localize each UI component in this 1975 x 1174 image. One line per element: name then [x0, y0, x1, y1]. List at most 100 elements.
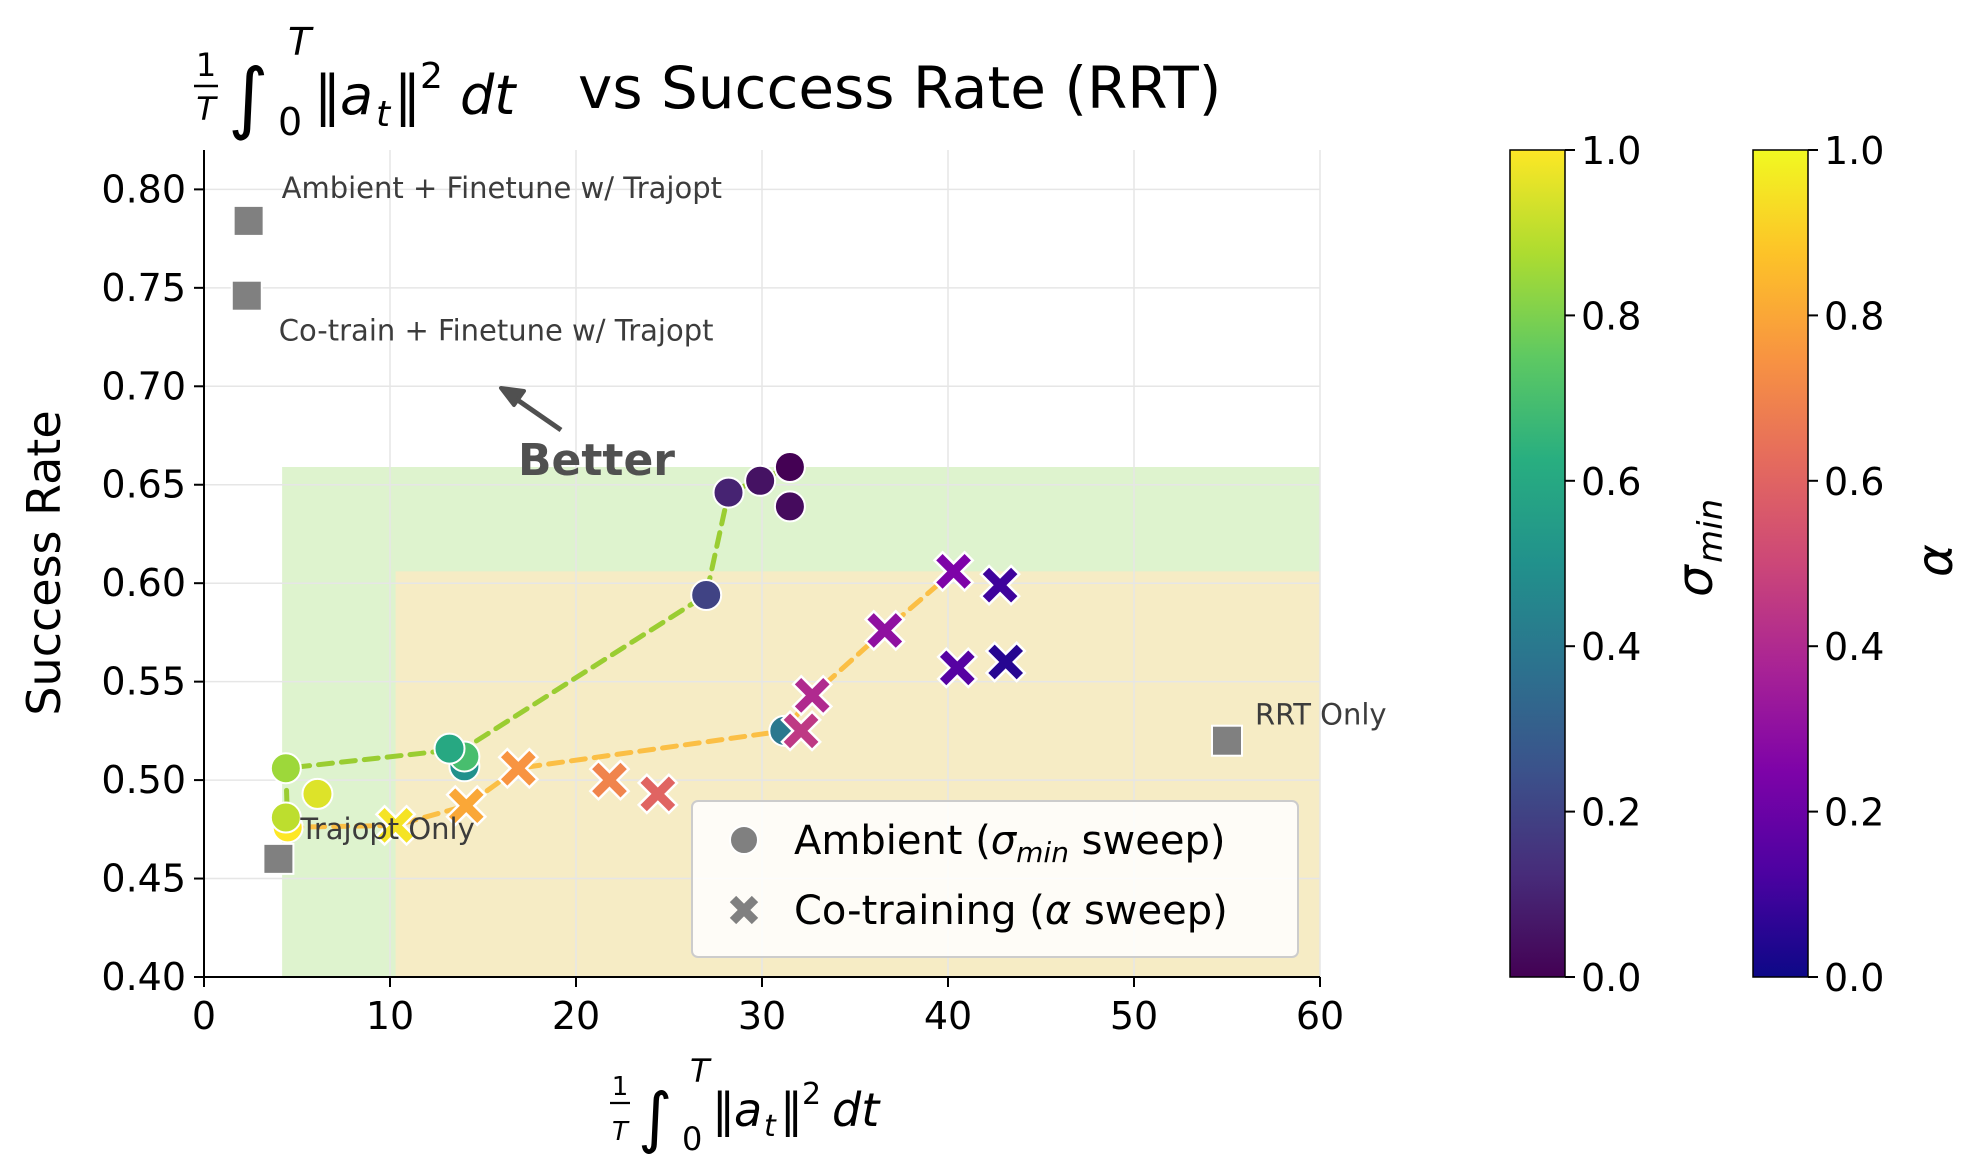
cotraining-point	[445, 784, 488, 827]
baseline-label: Co-train + Finetune w/ Trajopt	[279, 314, 714, 348]
x-tick-label: 20	[552, 994, 600, 1038]
colorbar-sigma-label: σ min	[1666, 499, 1731, 597]
y-tick-label: 0.50	[101, 758, 186, 802]
legend-cotraining-marker	[729, 895, 759, 925]
legend-cotraining-label: Co-training (α sweep)	[794, 888, 1228, 934]
better-arrow-head	[499, 386, 526, 407]
legend: Ambient (σmin sweep) Co-training (α swee…	[691, 800, 1299, 958]
ambient-point	[773, 490, 806, 523]
title-int-lower: 0	[278, 100, 302, 144]
baseline-label: Ambient + Finetune w/ Trajopt	[282, 171, 722, 205]
baseline-point	[1211, 724, 1243, 757]
gridlines	[203, 150, 1321, 978]
title-frac-num: 1	[196, 46, 216, 84]
title-norm-close: ‖	[394, 64, 421, 127]
cotraining-point-cross	[936, 554, 971, 589]
title-sub: t	[376, 94, 392, 135]
colorbar-sigma: 0.0 0.2 0.4 0.6 0.8 1.0 σ min	[1509, 129, 1731, 1000]
xlabel-int-upper: T	[690, 1052, 712, 1090]
title-text: vs Success Rate (RRT)	[578, 54, 1221, 122]
legend-ambient-marker	[729, 825, 759, 855]
ambient-point	[433, 732, 466, 765]
y-tick-label: 0.45	[101, 857, 186, 901]
cotraining-point	[374, 804, 417, 847]
cotraining-point-cross	[982, 567, 1018, 603]
colorbar-tick-label: 0.2	[1824, 791, 1884, 835]
y-tick-label: 0.40	[101, 955, 186, 999]
cotraining-point-cross	[448, 788, 484, 824]
title-body: a	[340, 64, 373, 127]
cotraining-point-cross	[500, 750, 536, 786]
ambient-point	[269, 752, 302, 785]
colorbar-alpha: 0.0 0.2 0.4 0.6 0.8 1.0 α	[1752, 129, 1964, 1000]
x-tick-label: 10	[366, 994, 414, 1038]
colorbar-tick-label: 0.6	[1824, 460, 1884, 504]
cotraining-point-cross	[939, 650, 975, 686]
x-tick-label: 60	[1296, 994, 1344, 1038]
title-int-upper: T	[288, 20, 314, 64]
colorbar-alpha-label: α	[1906, 544, 1964, 577]
y-tick-label: 0.65	[101, 463, 186, 507]
cotraining-point	[979, 564, 1021, 607]
y-tick-label: 0.70	[101, 364, 186, 408]
cotraining-point-cross	[794, 678, 830, 713]
xlabel-d: dt	[832, 1083, 881, 1137]
y-tick-label: 0.60	[101, 561, 186, 605]
title-frac-den: T	[196, 90, 218, 128]
x-axis-label: 1 T ∫ T 0 ‖ a t ‖ 2 dt	[610, 1052, 881, 1158]
colorbar-tick-label: 0.6	[1581, 460, 1641, 504]
xlabel-frac-num: 1	[612, 1072, 629, 1102]
cotraining-point	[588, 759, 631, 801]
baseline-label: RRT Only	[1255, 698, 1387, 732]
legend-ambient-label: Ambient (σmin sweep)	[794, 818, 1225, 869]
cotraining-point	[932, 550, 975, 593]
xlabel-norm-open: ‖	[712, 1083, 735, 1138]
xlabel-sub: t	[764, 1109, 777, 1144]
colorbar-sigma-bar	[1509, 149, 1566, 978]
cotraining-point-cross	[592, 762, 627, 798]
y-tick-label: 0.75	[101, 266, 186, 310]
legend-frame	[691, 800, 1299, 958]
colorbar-tick-label: 0.0	[1824, 956, 1884, 1000]
colorbar-tick-label: 0.8	[1581, 294, 1641, 338]
baseline-label: Trajopt Only	[299, 812, 474, 846]
cotraining-point	[636, 772, 679, 815]
xlabel-norm-close: ‖	[780, 1083, 803, 1138]
ambient-point	[773, 451, 806, 484]
svg-text:σ: σ	[1666, 564, 1724, 597]
x-ticks: 0 10 20 30 40 50 60	[192, 977, 1344, 1038]
x-tick-label: 30	[738, 994, 786, 1038]
cotraining-point	[936, 646, 979, 689]
y-axis-label: Success Rate	[17, 410, 71, 715]
better-annotation: Better	[499, 386, 675, 486]
colorbar-tick-label: 0.8	[1824, 294, 1884, 338]
colorbar-tick-label: 1.0	[1581, 129, 1641, 173]
title-integral: ∫	[228, 53, 269, 143]
colorbar-tick-label: 0.4	[1824, 625, 1884, 669]
title-norm-open: ‖	[314, 64, 341, 127]
better-label: Better	[518, 435, 675, 486]
xlabel-int-lower: 0	[682, 1120, 702, 1158]
data-points	[230, 204, 1243, 875]
cotraining-point-cross	[783, 713, 819, 749]
xlabel-frac-den: T	[612, 1117, 630, 1147]
baseline-point	[232, 204, 265, 237]
colorbar-tick-label: 0.0	[1581, 956, 1641, 1000]
cotraining-point-cross	[988, 644, 1024, 680]
xlabel-integral: ∫	[638, 1079, 672, 1156]
colorbar-alpha-ticks: 0.0 0.2 0.4 0.6 0.8 1.0	[1808, 129, 1884, 1000]
cotraining-point-cross	[378, 808, 413, 843]
chart-title: 1 T ∫ T 0 ‖ a t ‖ 2 dt vs Success Rate (…	[194, 20, 1221, 144]
title-d: dt	[460, 64, 517, 127]
ambient-point	[301, 777, 334, 810]
colorbar-tick-label: 0.4	[1581, 625, 1641, 669]
x-tick-label: 0	[192, 994, 216, 1038]
colorbar-alpha-bar	[1752, 149, 1809, 978]
baseline-point	[230, 279, 263, 312]
ambient-point	[744, 464, 777, 497]
ambient-point	[712, 476, 745, 509]
xlabel-body: a	[734, 1083, 762, 1137]
y-ticks: 0.40 0.45 0.50 0.55 0.60 0.65 0.70 0.75 0.80	[101, 167, 204, 999]
cotraining-point-cross	[640, 776, 676, 812]
